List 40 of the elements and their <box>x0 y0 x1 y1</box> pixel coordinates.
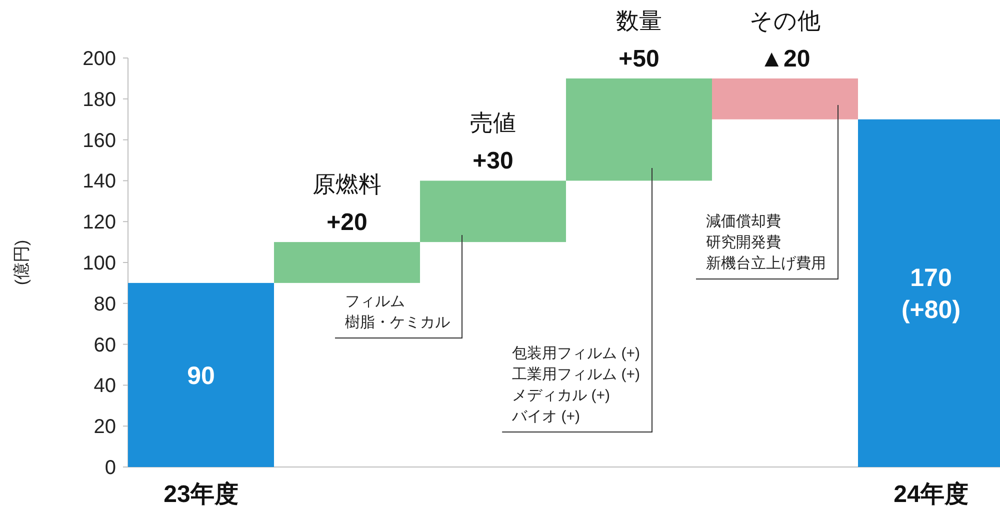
annotation: 樹脂・ケミカル <box>345 314 450 331</box>
x-tick-label: 原燃料 <box>312 171 382 198</box>
x-tick-label: その他 <box>750 7 820 34</box>
data-label: 90 <box>187 362 215 390</box>
x-tick-label: 数量 <box>616 7 662 34</box>
y-axis-title: (億円) <box>12 240 31 286</box>
y-tick-label: 80 <box>94 293 116 316</box>
annotation: バイオ (+) <box>511 408 580 425</box>
annotation: メディカル (+) <box>512 387 610 404</box>
bar <box>712 78 858 120</box>
x-tick-label: 23年度 <box>164 481 238 507</box>
callout: 減価償却費 研究開発費 新機台立上げ費用 <box>696 104 838 280</box>
data-label: +50 <box>618 45 660 72</box>
y-tick-label: 20 <box>94 416 116 438</box>
annotation: 研究開発費 <box>706 234 781 251</box>
bar <box>420 180 566 242</box>
y-tick-label: 120 <box>82 212 116 234</box>
bar <box>274 242 420 283</box>
annotation: 減価償却費 <box>706 213 781 230</box>
y-tick-label: 200 <box>82 48 116 70</box>
y-tick-label: 40 <box>94 375 116 398</box>
y-tick-label: 60 <box>94 334 116 356</box>
annotation: 工業用フィルム (+) <box>512 366 640 383</box>
data-label: 170 (+80) <box>901 264 961 324</box>
data-label: ▲20 <box>760 45 810 72</box>
bar <box>566 78 712 181</box>
y-tick-label: 0 <box>104 457 116 479</box>
annotation: 新機台立上げ費用 <box>706 255 826 272</box>
bar <box>128 282 274 467</box>
x-tick-label: 売値 <box>470 110 516 136</box>
y-tick-label: 180 <box>82 88 116 111</box>
x-tick-label: 24年度 <box>894 481 968 507</box>
annotation: 包装用フィルム (+) <box>512 345 640 362</box>
data-label: +30 <box>472 148 514 175</box>
y-tick-label: 140 <box>82 170 116 193</box>
callout: フィルム 樹脂・ケミカル <box>334 234 462 338</box>
y-tick-label: 100 <box>82 252 116 274</box>
annotation: フィルム <box>345 293 405 310</box>
data-label: +20 <box>326 209 368 236</box>
y-tick-label: 160 <box>82 130 116 152</box>
